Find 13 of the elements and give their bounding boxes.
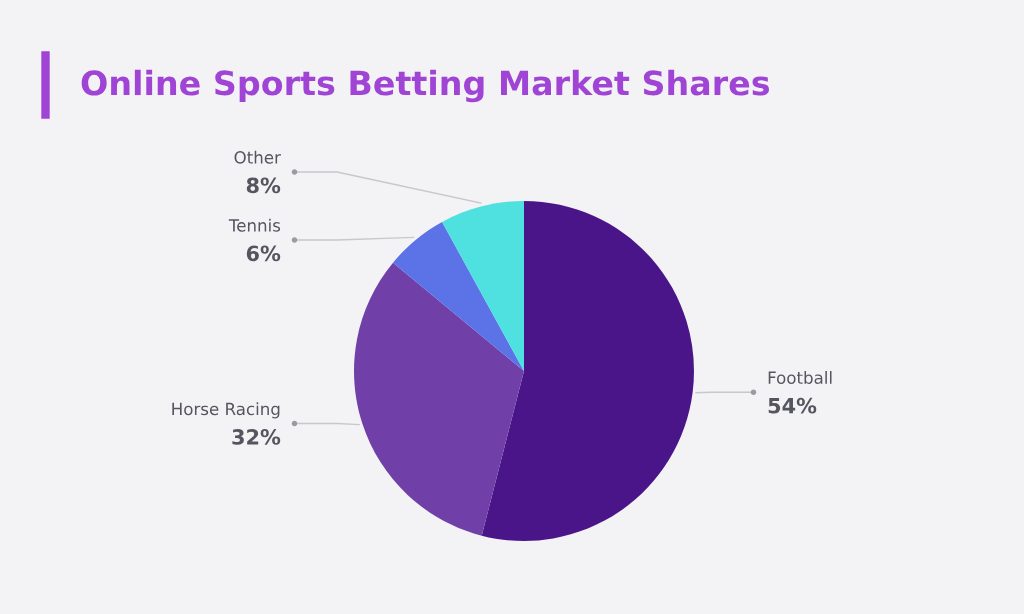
data-label: 32% [232, 429, 281, 445]
pie-slice [393, 222, 524, 371]
slice-label: Tennis [228, 218, 281, 232]
chart-title: Online Sports Betting Market Shares [81, 69, 770, 103]
data-label: 54% [768, 397, 817, 414]
slice-label: Horse Racing [172, 402, 280, 419]
data-label: 8% [246, 177, 281, 194]
pie-slice [481, 201, 694, 541]
slice-label: Football [768, 371, 832, 384]
pie-slice [354, 262, 524, 536]
pie-slice [442, 201, 524, 371]
slice-label: Other [234, 150, 281, 164]
data-label: 6% [246, 245, 281, 262]
